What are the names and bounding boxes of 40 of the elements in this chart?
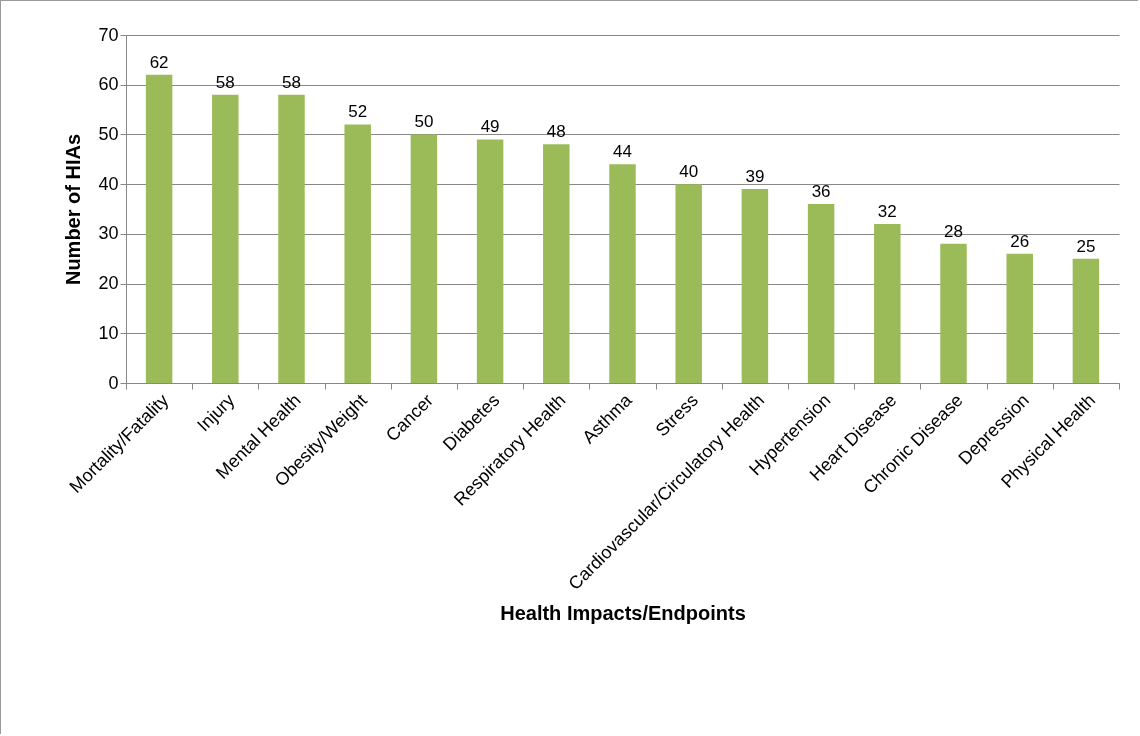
y-tick-label: 60 [98, 74, 119, 95]
y-tick-label: 0 [108, 372, 119, 393]
y-tick-label: 10 [98, 322, 119, 343]
bar [675, 184, 702, 383]
data-label: 32 [877, 201, 897, 221]
bar [344, 124, 371, 383]
y-tick-label: 30 [98, 223, 119, 244]
y-tick-label: 20 [98, 273, 119, 294]
bar [410, 134, 438, 383]
data-label: 39 [745, 167, 765, 187]
bar [145, 74, 173, 383]
bar [741, 189, 769, 383]
bar [609, 164, 636, 383]
x-axis-title: Health Impacts/Endpoints [500, 601, 746, 624]
data-label: 26 [1010, 231, 1030, 251]
data-label: 52 [348, 102, 368, 122]
data-label: 58 [215, 72, 235, 92]
bar [278, 94, 305, 383]
bar [476, 139, 504, 383]
y-tick-label: 50 [98, 123, 119, 144]
data-label: 58 [282, 72, 301, 92]
data-label: 48 [546, 122, 566, 142]
y-axis-title: Number of HIAs [62, 133, 85, 286]
data-label: 50 [414, 112, 434, 132]
bar [940, 243, 967, 383]
y-tick-label: 40 [98, 173, 119, 194]
bar [543, 144, 570, 383]
data-label: 25 [1076, 236, 1096, 256]
data-label: 44 [613, 142, 632, 162]
y-tick-label: 70 [98, 24, 119, 45]
bar [1072, 258, 1100, 383]
data-label: 49 [480, 117, 500, 137]
bar [1006, 253, 1033, 383]
data-label: 62 [149, 52, 169, 72]
bar [212, 94, 239, 383]
data-label: 40 [679, 162, 699, 182]
bar [807, 204, 835, 383]
data-label: 28 [944, 221, 963, 241]
data-label: 36 [811, 182, 831, 202]
bar [874, 223, 901, 383]
